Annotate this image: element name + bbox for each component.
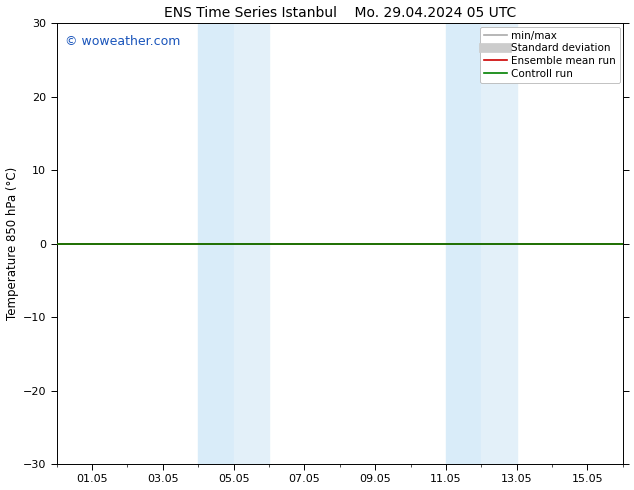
Title: ENS Time Series Istanbul    Mo. 29.04.2024 05 UTC: ENS Time Series Istanbul Mo. 29.04.2024 … xyxy=(164,5,516,20)
Bar xyxy=(233,24,269,464)
Bar xyxy=(481,24,517,464)
Bar xyxy=(198,24,233,464)
Text: © woweather.com: © woweather.com xyxy=(65,34,181,48)
Y-axis label: Temperature 850 hPa (°C): Temperature 850 hPa (°C) xyxy=(6,167,18,320)
Bar xyxy=(446,24,481,464)
Legend: min/max, Standard deviation, Ensemble mean run, Controll run: min/max, Standard deviation, Ensemble me… xyxy=(479,26,620,83)
